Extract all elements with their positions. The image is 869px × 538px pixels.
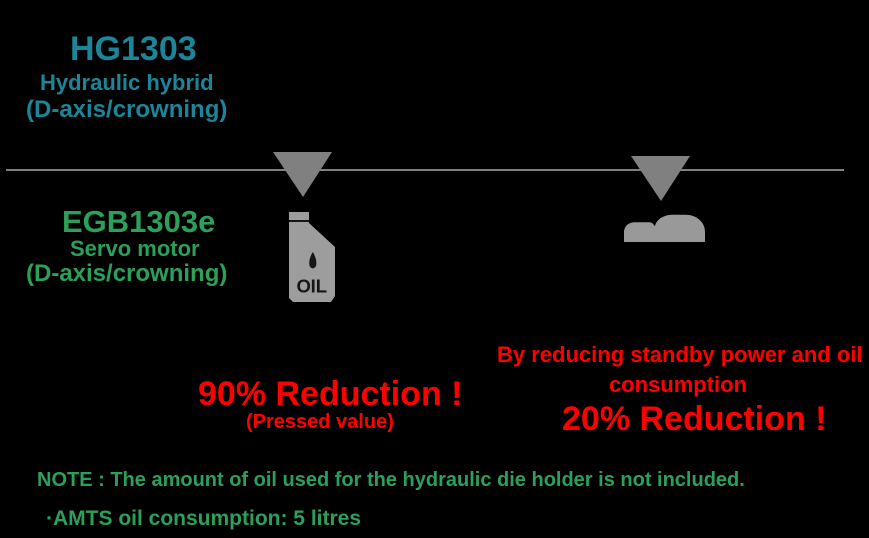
svg-text:O: O: [297, 276, 311, 297]
svg-text:IL: IL: [311, 276, 327, 297]
